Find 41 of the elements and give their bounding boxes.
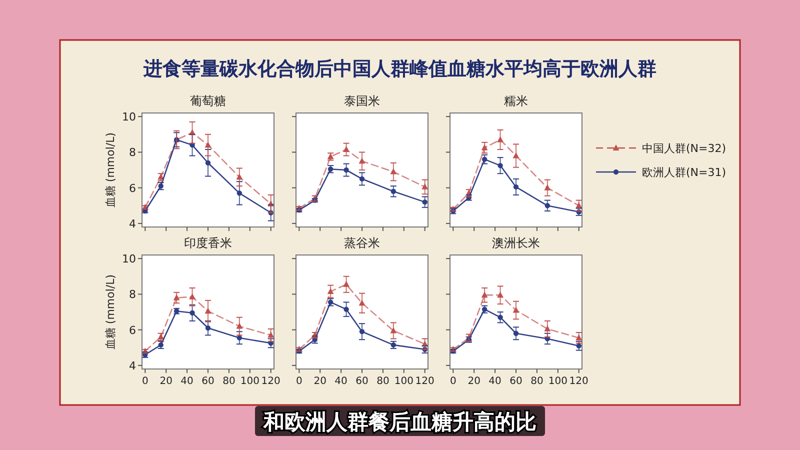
legend-label: 欧洲人群(N=31) (642, 166, 726, 179)
x-tick-label: 100 (548, 376, 568, 387)
chart-title: 印度香米 (184, 236, 232, 250)
x-tick-label: 0 (142, 376, 148, 387)
x-tick-label: 100 (240, 376, 260, 387)
chart-title: 葡萄糖 (190, 94, 226, 108)
x-tick-label: 120 (415, 376, 434, 387)
chart-title: 蒸谷米 (344, 236, 380, 250)
legend-label: 中国人群(N=32) (642, 142, 726, 155)
y-tick-label: 6 (129, 182, 136, 195)
y-tick-label: 10 (122, 252, 136, 266)
x-tick-label: 40 (334, 376, 348, 387)
x-tick-label: 40 (488, 376, 502, 387)
x-tick-label: 60 (202, 376, 214, 387)
y-tick-label: 8 (129, 288, 136, 302)
text: 和欧洲人群餐后血糖升高的比 (262, 410, 536, 434)
x-tick-label: 40 (180, 376, 194, 387)
x-tick-label: 20 (314, 376, 326, 387)
x-tick-label: 20 (160, 376, 172, 387)
chart-title: 糯米 (504, 94, 528, 108)
x-tick-label: 0 (296, 376, 302, 387)
y-tick-label: 4 (129, 359, 136, 372)
chart-title: 泰国米 (344, 94, 380, 108)
y-axis-title: 血糖 (mmol/L) (104, 274, 117, 350)
x-tick-label: 120 (261, 376, 280, 387)
x-tick-label: 80 (222, 376, 236, 387)
x-tick-label: 80 (376, 376, 390, 387)
x-tick-label: 60 (356, 376, 368, 387)
x-tick-label: 120 (569, 376, 588, 387)
x-tick-label: 0 (450, 376, 456, 387)
x-tick-label: 80 (530, 376, 544, 387)
y-tick-label: 4 (129, 217, 136, 230)
y-axis-title: 血糖 (mmol/L) (104, 132, 117, 208)
x-tick-label: 60 (510, 376, 522, 387)
x-tick-label: 100 (394, 376, 414, 387)
y-tick-label: 8 (129, 146, 136, 160)
y-tick-label: 6 (129, 324, 136, 337)
text: 进食等量碳水化合物后中国人群峰值血糖水平均高于欧洲人群 (142, 58, 656, 80)
x-tick-label: 20 (468, 376, 480, 387)
y-tick-label: 10 (122, 110, 136, 124)
chart-title: 澳洲长米 (492, 236, 540, 250)
